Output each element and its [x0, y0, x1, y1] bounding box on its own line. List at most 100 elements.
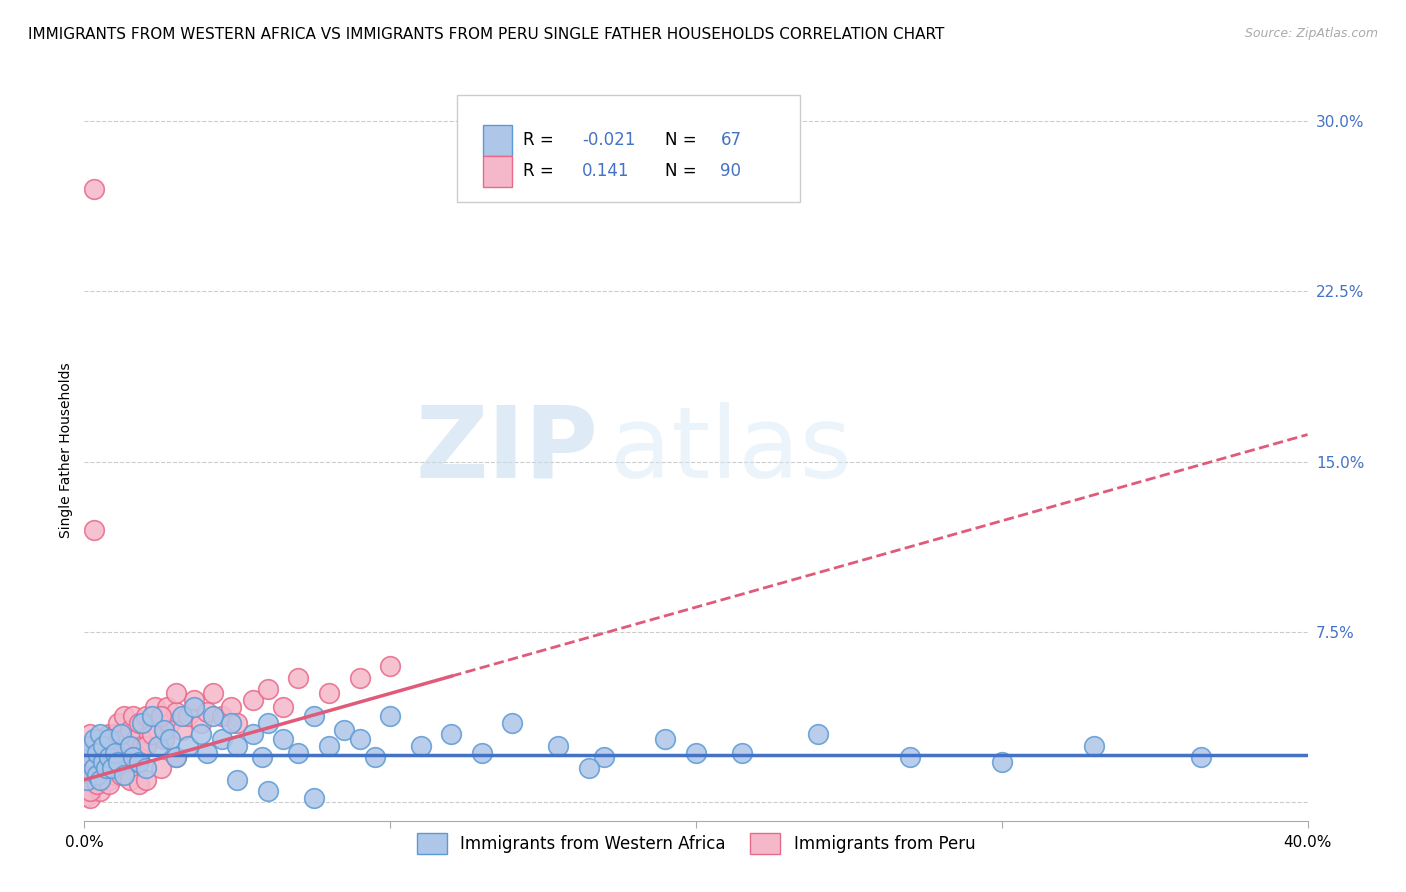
Point [135, 761, 157, 775]
Point [593, 750, 616, 764]
Point [146, 739, 169, 753]
Text: -0.021: -0.021 [582, 131, 636, 149]
Text: Source: ZipAtlas.com: Source: ZipAtlas.com [1244, 27, 1378, 40]
Point [91, 768, 114, 782]
FancyBboxPatch shape [457, 95, 800, 202]
Text: R =: R = [523, 162, 554, 180]
Point [107, 716, 129, 731]
Point [91, 739, 114, 753]
Point [131, 739, 153, 753]
Point [165, 750, 187, 764]
Text: ZIP: ZIP [415, 402, 598, 499]
Point [83, 750, 105, 764]
Point [79, 761, 101, 775]
Point [226, 716, 249, 731]
Point [79, 727, 101, 741]
Point [471, 746, 494, 760]
Point [138, 727, 160, 741]
Point [86, 755, 108, 769]
Text: 90: 90 [720, 162, 741, 180]
Point [79, 791, 101, 805]
Text: N =: N = [665, 131, 697, 149]
Point [79, 739, 101, 753]
Point [89, 731, 111, 746]
Point [257, 784, 280, 798]
Point [120, 723, 142, 737]
Point [271, 731, 294, 746]
Point [101, 739, 124, 753]
Point [380, 659, 402, 673]
Point [172, 709, 194, 723]
Point [141, 709, 163, 723]
Text: R =: R = [523, 131, 554, 149]
Point [91, 755, 114, 769]
Point [172, 723, 194, 737]
Point [440, 727, 463, 741]
Y-axis label: Single Father Households: Single Father Households [59, 363, 73, 538]
Point [654, 731, 676, 746]
Point [104, 727, 127, 741]
Point [97, 727, 120, 741]
Point [101, 761, 124, 775]
Point [271, 700, 294, 714]
Point [226, 772, 249, 787]
Point [89, 727, 111, 741]
Point [76, 772, 98, 787]
Point [94, 761, 117, 775]
Point [104, 746, 127, 760]
Point [83, 768, 105, 782]
Text: IMMIGRANTS FROM WESTERN AFRICA VS IMMIGRANTS FROM PERU SINGLE FATHER HOUSEHOLDS : IMMIGRANTS FROM WESTERN AFRICA VS IMMIGR… [28, 27, 945, 42]
Point [141, 727, 163, 741]
Point [287, 671, 309, 685]
Point [125, 731, 148, 746]
Point [211, 709, 233, 723]
Point [1083, 739, 1105, 753]
Point [120, 772, 142, 787]
Point [110, 739, 132, 753]
Point [91, 768, 114, 782]
Point [115, 746, 138, 760]
Point [135, 739, 157, 753]
Point [135, 709, 157, 723]
Point [177, 709, 200, 723]
Point [89, 784, 111, 798]
Point [97, 777, 120, 791]
Point [128, 716, 150, 731]
Point [547, 739, 569, 753]
Point [76, 755, 98, 769]
Point [83, 777, 105, 791]
Point [349, 731, 371, 746]
Point [131, 716, 153, 731]
Point [107, 755, 129, 769]
Point [97, 772, 120, 787]
Point [257, 681, 280, 696]
Point [86, 739, 108, 753]
Point [104, 768, 127, 782]
Point [76, 789, 98, 803]
Point [190, 727, 212, 741]
Point [165, 705, 187, 719]
Point [86, 746, 108, 760]
Point [91, 768, 114, 782]
Point [86, 772, 108, 787]
Point [110, 727, 132, 741]
Point [364, 750, 387, 764]
Point [250, 750, 273, 764]
Point [86, 777, 108, 791]
Point [76, 739, 98, 753]
Point [807, 727, 830, 741]
Point [143, 700, 166, 714]
Point [149, 709, 172, 723]
Point [195, 746, 218, 760]
Point [165, 750, 187, 764]
Point [91, 746, 114, 760]
Point [120, 755, 142, 769]
Point [141, 716, 163, 731]
Point [333, 723, 356, 737]
Point [83, 761, 105, 775]
Text: atlas: atlas [610, 402, 852, 499]
Point [257, 716, 280, 731]
Point [578, 761, 600, 775]
Point [685, 746, 707, 760]
Point [104, 761, 127, 775]
